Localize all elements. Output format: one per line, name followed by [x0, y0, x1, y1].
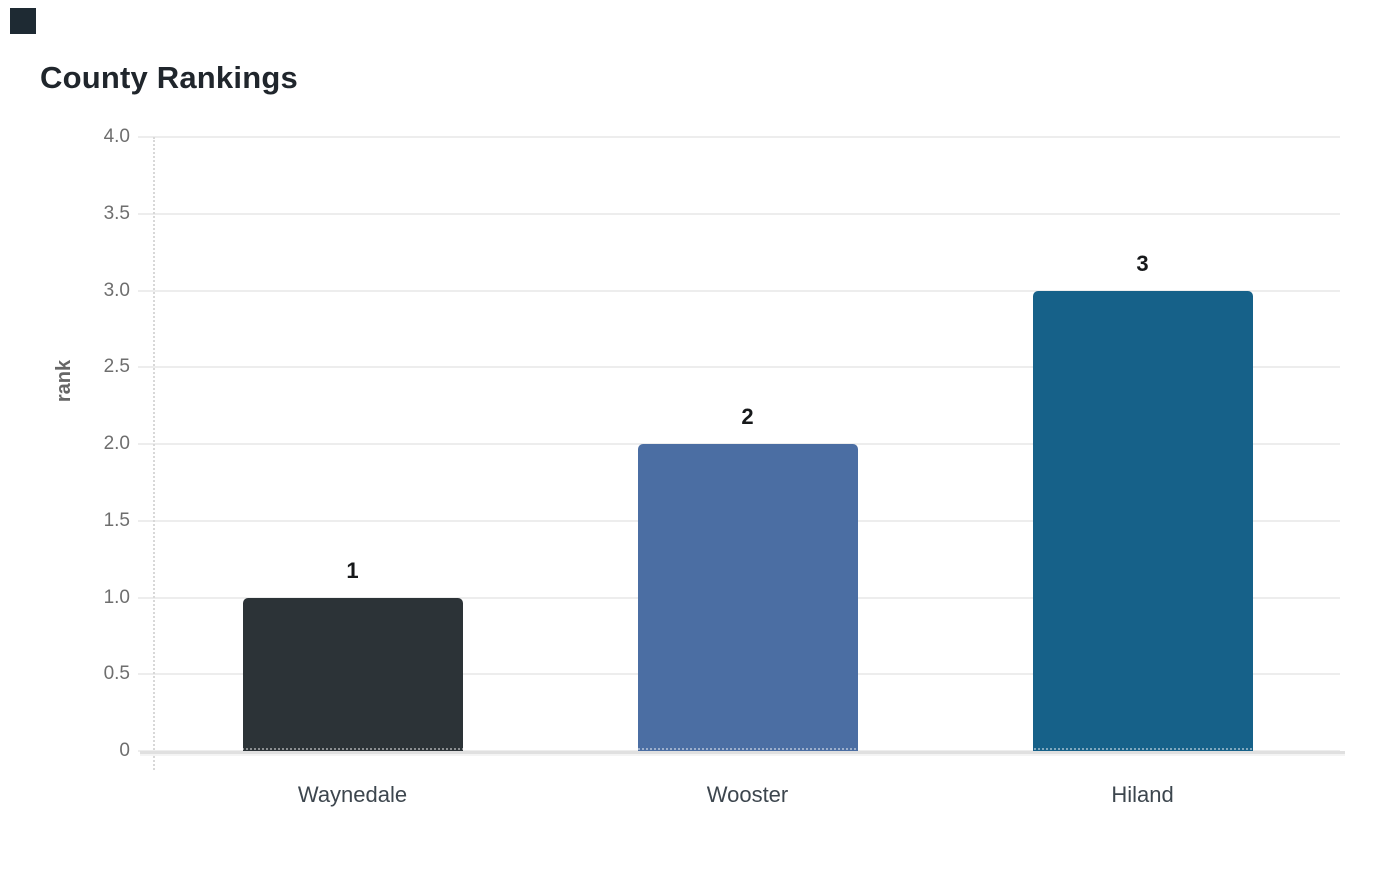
corner-mark	[10, 8, 36, 34]
bar-value-label-hiland: 3	[1136, 250, 1149, 276]
ytick-label-3.0: 3.0	[103, 279, 130, 301]
bar-waynedale[interactable]	[242, 597, 463, 751]
gridline-y-2.5	[138, 366, 1340, 369]
ytick-label-1.0: 1.0	[103, 586, 130, 608]
gridline-y-4.0	[138, 136, 1340, 138]
x-axis-label-wooster: Wooster	[706, 782, 789, 807]
ytick-label-0: 0	[119, 740, 130, 761]
bar-wooster[interactable]	[637, 444, 858, 751]
ytick-label-1.5: 1.5	[103, 509, 130, 531]
bar-value-label-wooster: 2	[741, 404, 754, 429]
bar-value-label-waynedale: 1	[346, 557, 359, 583]
ytick-label-2.5: 2.5	[103, 356, 130, 378]
ytick-label-2.0: 2.0	[103, 433, 130, 454]
ytick-label-4.0: 4.0	[103, 126, 130, 147]
x-axis-line	[140, 751, 1345, 754]
x-axis-label-waynedale: Waynedale	[297, 782, 408, 807]
x-axis-label-hiland: Hiland	[1111, 782, 1174, 807]
y-axis-dotted-line	[153, 137, 155, 770]
gridline-y-3.0	[138, 289, 1340, 292]
zero-baseline-dotted	[155, 748, 1340, 750]
ytick-label-3.5: 3.5	[103, 202, 130, 224]
bar-hiland[interactable]	[1032, 290, 1253, 751]
chart-title: County Rankings	[40, 60, 298, 95]
gridline-y-3.5	[138, 212, 1340, 215]
ytick-label-0.5: 0.5	[103, 663, 130, 685]
